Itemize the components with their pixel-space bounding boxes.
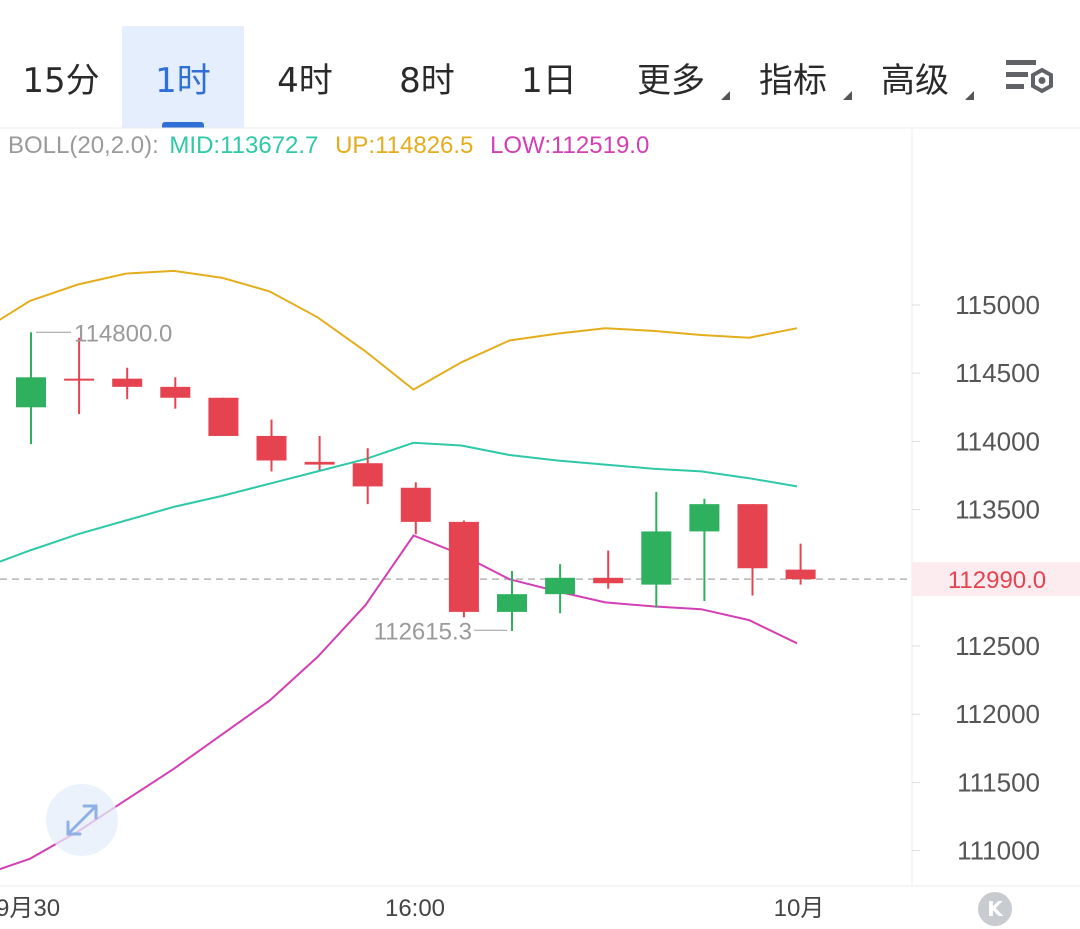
tab-label: 1日 <box>521 60 577 101</box>
candle-body <box>256 435 287 461</box>
candle-body <box>304 461 335 465</box>
boll-legend-up: UP:114826.5 <box>335 132 474 159</box>
tab-label: 4时 <box>277 60 333 101</box>
expand-icon <box>66 804 98 836</box>
tab-label: 15分 <box>22 60 100 101</box>
tab-4[interactable]: 1日 <box>488 26 610 128</box>
y-tick-label: 111000 <box>957 836 1040 866</box>
candle-body <box>16 377 46 408</box>
boll-lower-line <box>0 534 798 871</box>
boll-upper-line <box>0 269 798 391</box>
candle-body <box>64 378 95 381</box>
chart-settings-icon[interactable] <box>1004 56 1056 100</box>
boll-mid-line <box>0 441 798 563</box>
candle-body <box>208 397 239 436</box>
y-tick-label: 112500 <box>955 631 1040 661</box>
candle-body <box>689 504 720 532</box>
dropdown-triangle-icon <box>965 91 974 100</box>
candle-body <box>497 594 527 612</box>
tab-6[interactable]: 指标 <box>732 26 854 128</box>
kline-logo-icon[interactable]: K <box>978 892 1012 926</box>
low-marker-label: 112615.3 <box>374 618 472 645</box>
candle-body <box>400 487 431 522</box>
dropdown-triangle-icon <box>843 91 852 100</box>
candle-body <box>160 386 191 398</box>
tab-label: 1时 <box>155 60 211 101</box>
tab-label: 更多 <box>637 60 705 101</box>
candle-body <box>593 577 624 584</box>
boll-legend: BOLL(20,2.0): MID:113672.7 UP:114826.5 L… <box>8 132 659 160</box>
y-tick-label: 112000 <box>955 699 1040 729</box>
candle-body <box>448 521 479 612</box>
tab-7[interactable]: 高级 <box>854 26 976 128</box>
current-price-tag <box>912 562 1080 597</box>
tab-1[interactable]: 1时 <box>122 26 244 128</box>
y-tick-label: 114500 <box>955 358 1040 388</box>
dropdown-triangle-icon <box>721 91 730 100</box>
y-tick-label: 111500 <box>957 767 1040 797</box>
x-label-end: 10月 <box>774 895 825 922</box>
candle-body <box>112 378 143 387</box>
tab-2[interactable]: 4时 <box>244 26 366 128</box>
high-marker-label: 114800.0 <box>74 320 172 347</box>
candle-body <box>545 577 576 595</box>
boll-legend-mid: MID:113672.7 <box>169 132 319 159</box>
y-tick-label: 113500 <box>955 495 1040 525</box>
tab-3[interactable]: 8时 <box>366 26 488 128</box>
candle-body <box>785 569 816 580</box>
current-price-label: 112990.0 <box>948 567 1046 594</box>
x-label-start: 9月30 <box>0 895 60 922</box>
boll-legend-name: BOLL(20,2.0): <box>8 132 159 159</box>
y-tick-label: 115000 <box>955 290 1040 320</box>
candle-body <box>352 463 383 487</box>
timeframe-tabbar: 15分 1时 4时 8时 1日 更多 指标 高级 <box>0 0 1080 128</box>
expand-chart-button[interactable] <box>46 784 118 856</box>
y-tick-label: 114000 <box>955 426 1040 456</box>
boll-legend-low: LOW:112519.0 <box>490 132 650 159</box>
candle-body <box>641 531 672 585</box>
tab-0[interactable]: 15分 <box>0 26 122 128</box>
tab-5[interactable]: 更多 <box>610 26 732 128</box>
tab-label: 指标 <box>759 60 827 101</box>
tab-label: 8时 <box>399 60 455 101</box>
candle-body <box>737 504 768 569</box>
tab-label: 高级 <box>881 60 949 101</box>
active-tab-indicator <box>162 122 204 128</box>
x-label-mid: 16:00 <box>385 895 445 922</box>
